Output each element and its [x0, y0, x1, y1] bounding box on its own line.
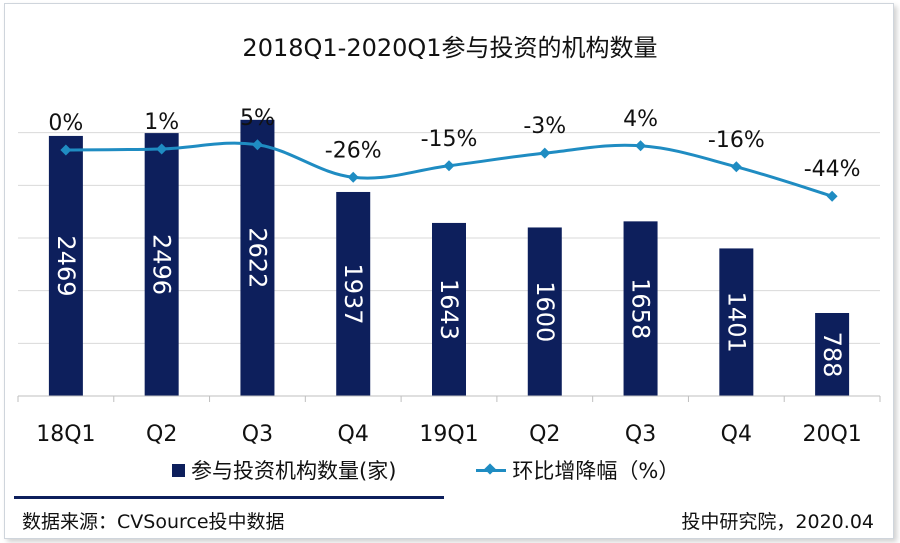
bar — [719, 248, 754, 396]
legend-item-bars: 参与投资机构数量(家) — [172, 455, 396, 485]
x-tick-label: Q3 — [242, 422, 273, 447]
x-tick-label: Q3 — [625, 422, 656, 447]
x-tick-label: Q4 — [338, 422, 369, 447]
legend-line-label: 环比增降幅（%） — [512, 459, 680, 483]
line-data-label: 0% — [48, 111, 83, 136]
bar-value-label: 1643 — [435, 279, 463, 340]
x-tick-label: 20Q1 — [802, 422, 861, 447]
footer-divider — [14, 496, 444, 499]
x-tick-label: Q2 — [529, 422, 560, 447]
line-data-label: -16% — [708, 128, 765, 153]
bar-value-label: 1401 — [722, 292, 750, 353]
bar — [144, 133, 179, 396]
bar-value-label: 2622 — [243, 227, 271, 288]
line-point-marker — [443, 160, 455, 172]
legend-bar-swatch-icon — [172, 463, 185, 477]
bar-value-label: 1658 — [627, 278, 655, 339]
line-data-label: -15% — [421, 127, 478, 152]
bar — [815, 312, 850, 396]
line-point-marker — [730, 161, 742, 173]
chart-title: 2018Q1-2020Q1参与投资的机构数量 — [242, 34, 658, 62]
legend-bar-label: 参与投资机构数量(家) — [191, 459, 397, 483]
bar-value-label: 2469 — [52, 235, 80, 296]
x-tick-label: 19Q1 — [419, 422, 478, 447]
bar-value-label: 2496 — [148, 234, 176, 295]
chart-legend: 参与投资机构数量(家) 环比增降幅（%） — [172, 455, 759, 485]
line-data-label: -3% — [523, 114, 566, 139]
bar-value-label: 1600 — [531, 281, 559, 342]
x-tick-label: 18Q1 — [36, 422, 95, 447]
bar — [336, 191, 371, 396]
line-data-label: -44% — [804, 157, 861, 182]
line-point-marker — [539, 147, 551, 159]
line-point-marker — [156, 143, 168, 155]
legend-item-line: 环比增降幅（%） — [476, 455, 679, 485]
bar — [432, 222, 466, 396]
line-point-marker — [826, 190, 838, 202]
line-point-marker — [347, 171, 359, 183]
x-tick-label: Q4 — [721, 422, 752, 447]
bar-value-label: 788 — [818, 332, 846, 378]
footer-source: 数据来源：CVSource投中数据 — [22, 511, 285, 533]
line-data-label: 1% — [144, 110, 179, 135]
line-point-marker — [60, 144, 72, 156]
line-point-marker — [251, 139, 263, 151]
legend-line-diamond-icon — [476, 463, 507, 477]
bar — [527, 227, 562, 396]
x-tick-label: Q2 — [146, 422, 177, 447]
bar — [48, 135, 83, 396]
line-data-label: 5% — [240, 106, 275, 131]
bar-value-label: 1937 — [339, 263, 367, 324]
bar — [240, 119, 275, 396]
footer-credit: 投中研究院，2020.04 — [681, 511, 874, 533]
line-point-marker — [635, 140, 647, 152]
line-data-label: 4% — [623, 107, 658, 132]
bar — [623, 221, 658, 396]
line-data-label: -26% — [325, 138, 382, 163]
